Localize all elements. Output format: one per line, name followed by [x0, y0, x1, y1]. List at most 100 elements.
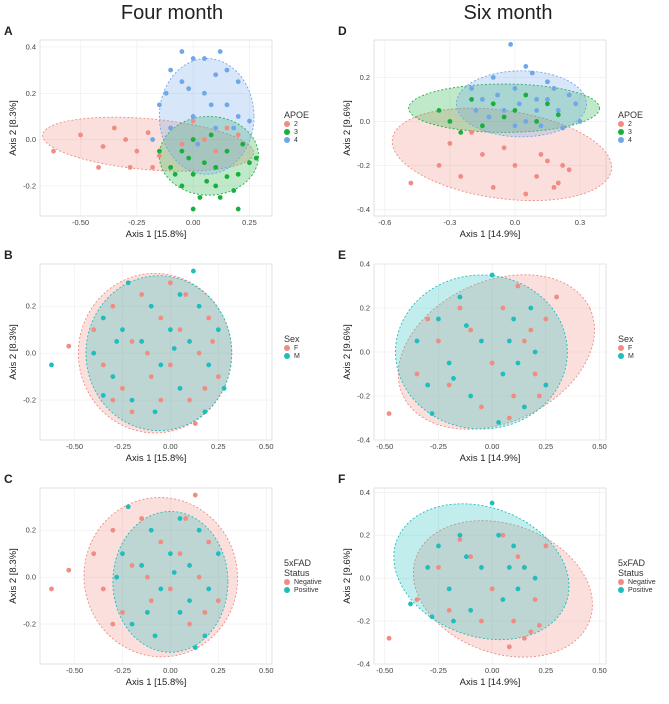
- legend-swatch: [284, 137, 290, 143]
- panel-a: A -0.50 -0.25 0.00 0.25 -0.2 0.0 0.2 0.4 Axis 1 …: [0, 24, 334, 256]
- data-point: [179, 183, 185, 189]
- legend-item: Positive: [618, 586, 656, 594]
- legend-item: 4: [618, 136, 643, 144]
- data-point: [91, 551, 97, 557]
- six-month-title: Six month: [463, 2, 553, 24]
- data-point: [208, 102, 214, 108]
- data-point: [163, 90, 169, 96]
- data-point: [235, 171, 241, 177]
- y-tick-label: 0.0: [360, 348, 370, 357]
- data-point: [120, 609, 125, 615]
- data-point: [551, 185, 557, 190]
- x-tick-label: 0.3: [575, 218, 585, 227]
- data-point: [150, 137, 156, 142]
- legend-item: 4: [284, 136, 309, 144]
- data-point: [521, 635, 527, 641]
- y-tick-label: 0.2: [26, 302, 36, 311]
- data-point: [500, 532, 506, 538]
- data-point: [206, 539, 212, 545]
- data-point: [144, 609, 150, 615]
- data-point: [425, 316, 431, 322]
- data-point: [129, 621, 135, 627]
- data-point: [215, 374, 221, 380]
- confidence-ellipse: [391, 107, 613, 202]
- data-point: [197, 195, 203, 200]
- legend-label: M: [294, 352, 300, 360]
- legend-item: 2: [284, 120, 309, 128]
- x-tick-label: 0.00: [485, 666, 500, 675]
- data-point: [204, 178, 210, 184]
- data-point: [202, 609, 208, 615]
- panel-d: D -0.6 -0.3 0.0 0.3 -0.4 -0.2 0.0 0.2 Axis 1 [14…: [334, 24, 668, 256]
- data-point: [171, 570, 177, 575]
- data-point: [447, 141, 453, 146]
- data-point: [447, 119, 453, 124]
- legend-swatch: [284, 121, 290, 127]
- x-tick-label: -0.25: [114, 666, 131, 675]
- x-tick-label: 0.50: [592, 666, 607, 675]
- data-point: [206, 362, 212, 368]
- data-point: [167, 327, 173, 333]
- legend-swatch: [618, 121, 624, 127]
- legend-swatch: [284, 579, 290, 585]
- data-point: [196, 574, 202, 580]
- data-point: [414, 338, 420, 344]
- data-point: [206, 586, 212, 592]
- legend-label: 4: [628, 136, 632, 144]
- confidence-ellipse: [158, 115, 259, 196]
- legend-title: APOE: [284, 110, 310, 120]
- y-tick-label: -0.2: [357, 617, 370, 626]
- x-tick-label: 0.50: [259, 442, 274, 451]
- data-point: [543, 382, 549, 388]
- y-tick-label: 0.2: [360, 73, 370, 82]
- data-point: [158, 315, 164, 321]
- data-point: [425, 382, 431, 388]
- data-point: [543, 316, 549, 322]
- y-tick-label: 0.2: [26, 89, 36, 98]
- data-point: [436, 316, 441, 322]
- data-point: [49, 362, 54, 368]
- x-axis-label: Axis 1 [14.9%]: [460, 677, 521, 688]
- data-point: [451, 376, 456, 381]
- legend-label: F: [628, 344, 633, 352]
- data-point: [168, 164, 174, 170]
- data-point: [215, 327, 221, 333]
- legend-title: 5xFAD Status: [618, 558, 646, 578]
- data-point: [469, 97, 474, 102]
- y-axis-label: Axis 2 [8.3%]: [8, 324, 19, 379]
- y-axis-label: Axis 2 [9.6%]: [342, 324, 353, 379]
- data-point: [532, 371, 538, 377]
- data-point: [145, 130, 151, 136]
- data-point: [446, 607, 452, 613]
- x-tick-label: -0.50: [376, 442, 393, 451]
- data-point: [414, 597, 420, 603]
- x-axis-label: Axis 1 [15.8%]: [126, 677, 187, 688]
- data-point: [515, 283, 521, 289]
- data-point: [150, 164, 156, 170]
- data-point: [446, 586, 452, 592]
- scatter-plot: -0.50 -0.25 0.00 0.25 0.50 -0.4 -0.2 0.0 0.2 0.4 A…: [342, 260, 607, 465]
- legend: APOE 2 3 4: [284, 110, 309, 144]
- data-point: [496, 532, 501, 538]
- legend-item: 3: [618, 128, 643, 136]
- legend-label: 2: [628, 120, 632, 128]
- legend-title: Sex: [284, 334, 300, 344]
- data-point: [436, 543, 441, 549]
- panel-e: E -0.50 -0.25 0.00 0.25 0.50 -0.4 -0.2 0.0 0.2 0.…: [334, 248, 668, 480]
- x-tick-label: 0.00: [186, 218, 201, 227]
- data-point: [213, 183, 219, 189]
- data-point: [458, 130, 464, 135]
- data-point: [538, 123, 544, 129]
- data-point: [506, 644, 512, 650]
- data-point: [187, 339, 192, 344]
- data-point: [537, 393, 542, 399]
- data-point: [501, 114, 507, 120]
- confidence-ellipse: [393, 503, 570, 641]
- data-point: [186, 155, 192, 161]
- data-point: [217, 49, 223, 54]
- data-point: [190, 56, 196, 61]
- data-point: [120, 327, 125, 333]
- data-point: [429, 411, 435, 416]
- data-point: [458, 174, 464, 179]
- legend-label: Positive: [294, 586, 319, 594]
